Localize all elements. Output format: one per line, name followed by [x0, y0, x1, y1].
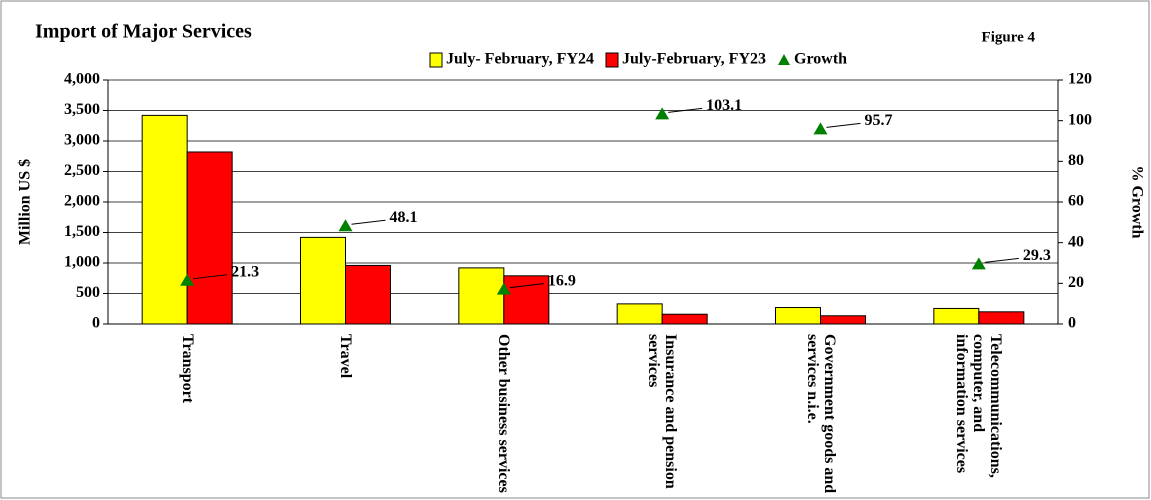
figure-label: Figure 4: [982, 29, 1036, 45]
bar: [616, 303, 663, 325]
growth-label: 95.7: [865, 112, 893, 129]
growth-marker: [813, 122, 828, 135]
growth-label: 16.9: [548, 272, 576, 289]
bar: [775, 307, 821, 325]
legend-label: July-February, FY23: [622, 51, 766, 68]
growth-marker: [180, 273, 195, 286]
growth-label: 103.1: [706, 97, 742, 114]
legend-swatch: [605, 52, 619, 68]
y-tick-label: 0: [92, 315, 100, 332]
leader-line: [826, 122, 861, 128]
y-tick-label: 4,000: [64, 71, 100, 88]
bar: [503, 275, 550, 325]
leader-line: [509, 283, 544, 289]
y2-tick-label: 40: [1068, 233, 1084, 250]
leader-line: [668, 107, 703, 113]
leader-line: [193, 274, 228, 280]
x-tick-label: Insurance and pension services: [645, 334, 680, 489]
growth-marker: [496, 282, 511, 295]
x-tick-label: Government goods and services n.i.e.: [803, 334, 838, 494]
legend-label: Growth: [794, 51, 847, 68]
x-tick-label: Telecommunications, computer, and inform…: [953, 334, 1005, 478]
bar: [141, 114, 188, 325]
y-tick-label: 2,000: [64, 193, 100, 210]
y-tick-label: 1,500: [64, 223, 100, 240]
legend-label: July- February, FY24: [446, 51, 594, 68]
legend-marker: [778, 54, 790, 65]
legend-swatch: [429, 52, 443, 68]
y2-tick-label: 0: [1068, 315, 1076, 332]
y2-tick-label: 20: [1068, 274, 1084, 291]
growth-marker: [655, 107, 670, 120]
y-tick-label: 3,000: [64, 132, 100, 149]
y2-tick-label: 60: [1068, 193, 1084, 210]
y2-tick-label: 120: [1068, 71, 1092, 88]
growth-label: 21.3: [231, 263, 259, 280]
growth-marker: [971, 257, 986, 270]
y-tick-label: 2,500: [64, 162, 100, 179]
bar: [820, 315, 866, 325]
y-axis-title: Million US $: [17, 159, 34, 245]
x-tick-label: Other business services: [495, 334, 513, 493]
y-tick-label: 3,500: [64, 101, 100, 118]
bar: [345, 264, 391, 325]
y-tick-label: 1,000: [64, 254, 100, 271]
y2-axis-title: % Growth: [1128, 165, 1145, 238]
y2-tick-label: 80: [1068, 152, 1084, 169]
growth-marker: [338, 219, 353, 232]
y-tick-label: 500: [76, 284, 100, 301]
y2-tick-label: 100: [1068, 111, 1092, 128]
growth-label: 29.3: [1023, 247, 1051, 264]
x-tick-label: Transport: [178, 334, 196, 404]
bar: [933, 307, 980, 325]
leader-line: [351, 219, 386, 225]
bar: [661, 313, 708, 325]
bar: [458, 267, 505, 325]
bar: [978, 311, 1025, 325]
bar: [186, 151, 233, 325]
leader-line: [984, 257, 1019, 263]
x-tick-label: Travel: [337, 334, 354, 379]
chart-title: Import of Major Services: [35, 21, 252, 43]
growth-label: 48.1: [390, 209, 418, 226]
bar: [300, 236, 346, 325]
